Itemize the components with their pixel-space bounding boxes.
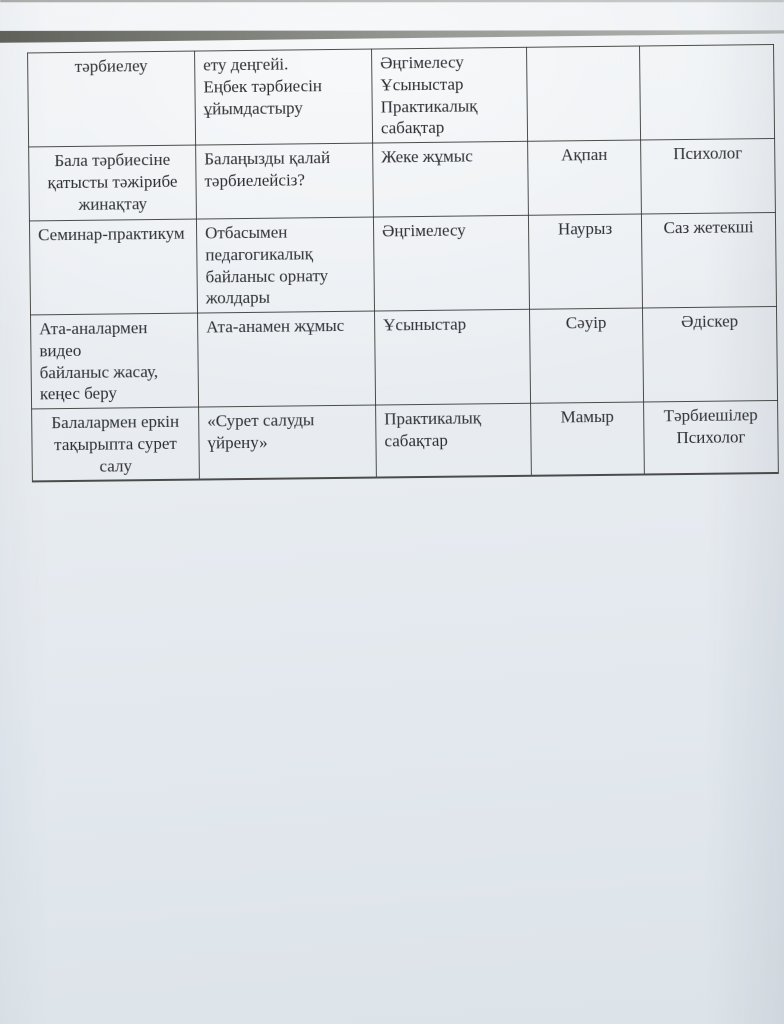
table-cell-r1-form: Әңгімелесу Ұсыныстар Практикалық сабақта… bbox=[371, 47, 528, 144]
table-cell-r2-form: Жеке жұмыс bbox=[372, 141, 529, 218]
table-cell-r3-month: Наурыз bbox=[528, 214, 643, 310]
schedule-table-container: тәрбиелеу ету деңгейі. Еңбек тәрбиесін ұ… bbox=[27, 44, 779, 483]
table-cell-r2-month: Ақпан bbox=[527, 140, 642, 216]
table-cell-r4-topic: Ата-анамен жұмыс bbox=[197, 311, 376, 408]
table-cell-r5-activity: Балалармен еркін тақырыпта сурет салу bbox=[31, 407, 200, 482]
table-cell-r5-topic: «Сурет салуды үйрену» bbox=[198, 405, 377, 480]
table-cell-r5-responsible: Тәрбиешілер Психолог bbox=[643, 400, 779, 475]
table-cell-r2-responsible: Психолог bbox=[640, 138, 776, 215]
table-cell-r3-topic: Отбасымен педагогикалық байланыс орнату … bbox=[196, 217, 375, 314]
table-cell-r4-responsible: Әдіскер bbox=[642, 306, 778, 402]
table-cell-r4-month: Сәуір bbox=[529, 307, 644, 404]
table-cell-r4-activity: Ата-аналармен видео байланыс жасау, кеңе… bbox=[30, 313, 199, 409]
table-cell-r4-form: Ұсыныстар bbox=[374, 309, 531, 406]
parent-work-plan-table: тәрбиелеу ету деңгейі. Еңбек тәрбиесін ұ… bbox=[27, 44, 779, 483]
table-cell-r3-form: Әңгімелесу bbox=[373, 215, 530, 312]
table-row: Бала тәрбиесіне қатысты тәжірибе жинақта… bbox=[28, 138, 776, 221]
table-cell-r5-month: Мамыр bbox=[530, 401, 645, 477]
table-cell-r2-topic: Балаңызды қалай тәрбиелейсіз? bbox=[195, 143, 374, 220]
table-cell-r1-responsible bbox=[639, 44, 775, 141]
table-cell-r3-responsible: Саз жетекші bbox=[641, 212, 777, 308]
table-cell-r5-form: Практикалық сабақтар bbox=[375, 403, 532, 478]
table-row: тәрбиелеу ету деңгейі. Еңбек тәрбиесін ұ… bbox=[27, 44, 775, 147]
table-cell-r1-activity: тәрбиелеу bbox=[27, 51, 196, 147]
table-cell-r1-month bbox=[526, 46, 641, 142]
table-row: Ата-аналармен видео байланыс жасау, кеңе… bbox=[30, 306, 778, 409]
table-row: Семинар-практикум Отбасымен педагогикалы… bbox=[29, 212, 777, 315]
table-cell-r2-activity: Бала тәрбиесіне қатысты тәжірибе жинақта… bbox=[28, 145, 197, 221]
photo-top-edge-line bbox=[0, 0, 784, 2]
photo-paper-edge-shadow bbox=[0, 28, 784, 43]
table-row: Балалармен еркін тақырыпта сурет салу «С… bbox=[31, 400, 779, 482]
table-cell-r3-activity: Семинар-практикум bbox=[29, 219, 198, 315]
table-cell-r1-topic: ету деңгейі. Еңбек тәрбиесін ұйымдастыру bbox=[194, 49, 373, 146]
